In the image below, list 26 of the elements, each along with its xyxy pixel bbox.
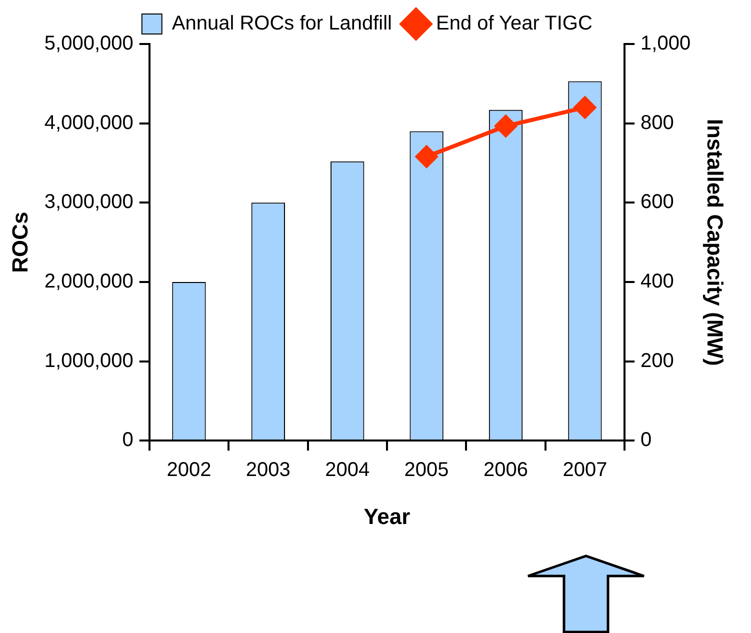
y2-tick-label: 600 [640,191,674,214]
y-tick-label: 4,000,000 [44,112,134,134]
y2-tick-label: 800 [640,112,674,134]
y-tick-label: 1,000,000 [44,350,134,372]
x-tick-label: 2002 [166,459,212,482]
point [494,115,517,138]
y2-tick-label: 0 [640,429,652,452]
x-axis-title: Year [364,504,411,529]
y-tick-label: 0 [122,429,134,452]
y-axis-title: ROCs [7,212,32,273]
y2-axis-title: Installed Capacity (MW) [702,118,728,366]
point [574,96,596,118]
y2-tick-label: 1,000 [640,32,691,55]
y-tick-label: 5,000,000 [44,32,134,55]
y2-tick-label: 400 [640,270,674,292]
legend-label: End of Year TIGC [436,12,592,35]
x-tick-label: 2006 [484,459,528,482]
point [416,146,438,168]
y2-tick-label: 200 [640,350,674,372]
y-tick-label: 3,000,000 [44,191,134,214]
y-tick-label: 2,000,000 [44,270,134,292]
x-tick-label: 2003 [246,459,290,482]
x-tick-label: 2005 [404,459,449,482]
x-tick-label: 2004 [325,459,370,482]
x-tick-label: 2007 [562,459,608,482]
legend-label: Annual ROCs for Landfill [172,12,392,35]
